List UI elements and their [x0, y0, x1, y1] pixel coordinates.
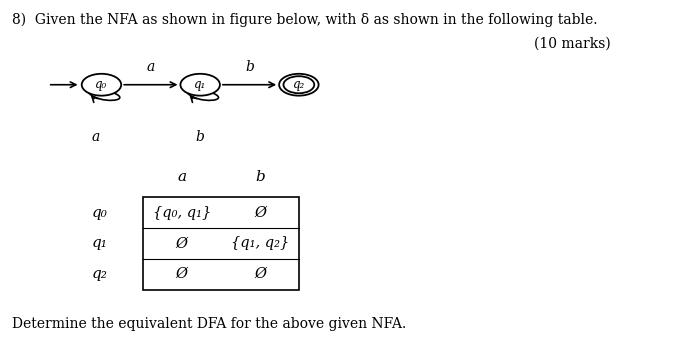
Text: {q₀, q₁}: {q₀, q₁} [153, 206, 211, 220]
Text: b: b [196, 130, 205, 144]
Text: q₀: q₀ [92, 206, 108, 220]
Circle shape [180, 74, 220, 96]
Text: Ø: Ø [175, 237, 188, 251]
Text: q₂: q₂ [292, 78, 305, 91]
Text: q₀: q₀ [95, 78, 108, 91]
Text: q₁: q₁ [194, 78, 206, 91]
Text: Ø: Ø [254, 206, 266, 220]
Text: a: a [177, 170, 186, 184]
Text: q₂: q₂ [92, 267, 108, 281]
Text: q₁: q₁ [92, 237, 108, 251]
Text: Ø: Ø [254, 267, 266, 281]
Text: b: b [255, 170, 264, 184]
Text: b: b [245, 60, 254, 75]
Circle shape [82, 74, 121, 96]
Text: Determine the equivalent DFA for the above given NFA.: Determine the equivalent DFA for the abo… [12, 316, 406, 331]
Text: Ø: Ø [175, 267, 188, 281]
Bar [142, 197, 299, 290]
Text: 8)  Given the NFA as shown in figure below, with δ as shown in the following tab: 8) Given the NFA as shown in figure belo… [12, 13, 597, 27]
Text: a: a [147, 60, 155, 75]
Text: {q₁, q₂}: {q₁, q₂} [231, 237, 289, 251]
Text: (10 marks): (10 marks) [534, 37, 610, 51]
Text: a: a [91, 130, 99, 144]
Circle shape [279, 74, 319, 96]
